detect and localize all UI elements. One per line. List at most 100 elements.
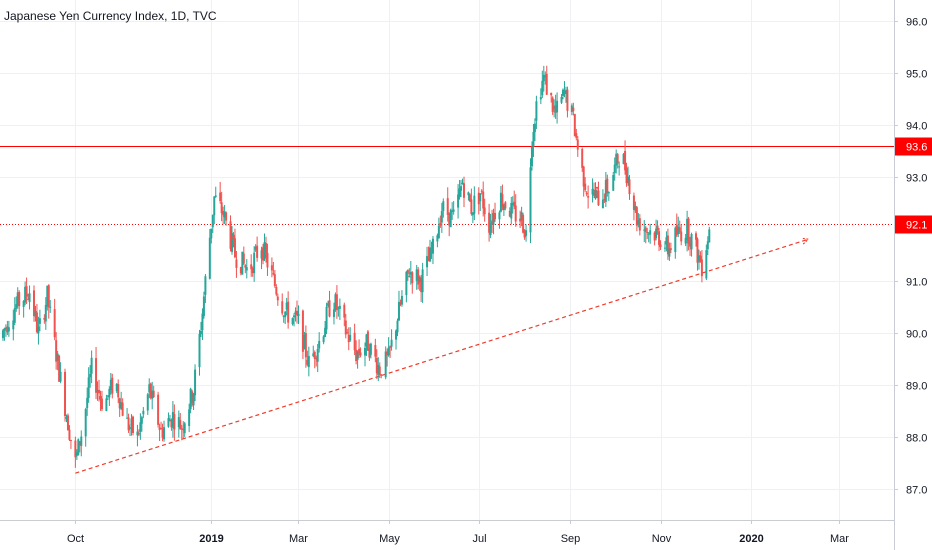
candle-body <box>666 235 669 255</box>
candle <box>241 251 244 275</box>
candle <box>482 181 485 217</box>
candle-body <box>189 388 192 410</box>
candle-body <box>637 220 640 225</box>
candle-body <box>78 441 81 446</box>
candle-body <box>90 357 93 374</box>
candle-body <box>386 351 389 356</box>
trendline-arrow <box>801 237 810 245</box>
candle-body <box>304 333 307 358</box>
candle-body <box>421 269 424 293</box>
candle <box>210 228 213 244</box>
candle <box>90 350 93 384</box>
candle-body <box>37 326 40 334</box>
candle <box>375 349 378 379</box>
candle-body <box>35 312 38 333</box>
candle <box>4 324 7 337</box>
time-axis-panel[interactable] <box>0 520 894 550</box>
candle <box>281 293 284 316</box>
candle <box>684 233 687 247</box>
candle <box>275 284 278 297</box>
candle <box>44 297 47 330</box>
candle <box>272 261 275 276</box>
candle <box>556 92 559 124</box>
candle-body <box>170 419 173 428</box>
candle <box>291 317 294 326</box>
candle <box>390 329 393 351</box>
candle-body <box>32 290 35 317</box>
candle <box>198 329 201 376</box>
candle-body <box>285 302 288 310</box>
candle-body <box>117 384 120 398</box>
candle <box>513 190 516 210</box>
candle-body <box>111 377 114 394</box>
candle-body <box>408 276 411 278</box>
candle-body <box>635 207 638 226</box>
candle-body <box>680 231 683 242</box>
candle <box>616 152 619 169</box>
candle <box>56 350 59 371</box>
candle-body <box>415 269 418 281</box>
candle-body <box>366 331 369 351</box>
candle <box>202 291 205 319</box>
candle <box>643 220 646 243</box>
candle-body <box>84 409 87 437</box>
candle-body <box>131 416 134 434</box>
candle <box>520 206 523 227</box>
candle <box>613 157 616 181</box>
candle <box>431 236 434 265</box>
candle-body <box>397 301 400 321</box>
candle <box>65 414 68 423</box>
candle <box>171 401 174 438</box>
candle <box>532 123 535 157</box>
candle <box>687 216 690 251</box>
candle <box>296 300 299 324</box>
candle <box>220 191 223 222</box>
candle <box>646 227 649 240</box>
candle <box>105 394 108 412</box>
candle-body <box>98 389 101 394</box>
candle <box>457 184 460 219</box>
candle <box>700 250 703 283</box>
candle-body <box>281 301 284 314</box>
candle-body <box>225 212 228 221</box>
trendline-segment[interactable] <box>75 238 809 474</box>
candle <box>325 302 328 335</box>
candle-body <box>89 373 92 378</box>
candle <box>582 165 585 197</box>
candle <box>213 196 216 225</box>
candle <box>427 246 430 262</box>
candle-body <box>346 332 349 334</box>
support-trendline[interactable] <box>75 237 810 474</box>
time-tick-label: Sep <box>561 533 581 545</box>
price-tick-label: 90.0 <box>906 329 927 341</box>
candle <box>541 70 544 99</box>
candle-body <box>659 244 662 248</box>
candle <box>273 269 276 288</box>
candle <box>235 250 238 278</box>
candle-body <box>665 237 668 245</box>
candle <box>508 207 511 218</box>
candle <box>669 242 672 254</box>
candle <box>358 339 361 359</box>
price-axis-panel[interactable] <box>894 0 932 550</box>
candle <box>697 249 700 270</box>
candle-body <box>254 246 257 250</box>
candle <box>674 226 677 259</box>
candle <box>301 309 304 360</box>
candle <box>689 236 692 256</box>
candle <box>318 332 321 353</box>
candle <box>346 328 349 335</box>
candle <box>418 275 421 291</box>
candle-body <box>34 311 37 317</box>
candle-body <box>99 396 102 400</box>
candle-body <box>467 192 470 196</box>
candle-body <box>644 227 647 232</box>
candle <box>488 203 491 242</box>
candle <box>232 232 235 248</box>
candle <box>18 290 21 315</box>
candle-body <box>511 202 514 205</box>
candle <box>256 236 259 262</box>
candle <box>706 236 709 256</box>
time-tick-label: 2019 <box>199 533 223 545</box>
candle <box>656 220 659 235</box>
